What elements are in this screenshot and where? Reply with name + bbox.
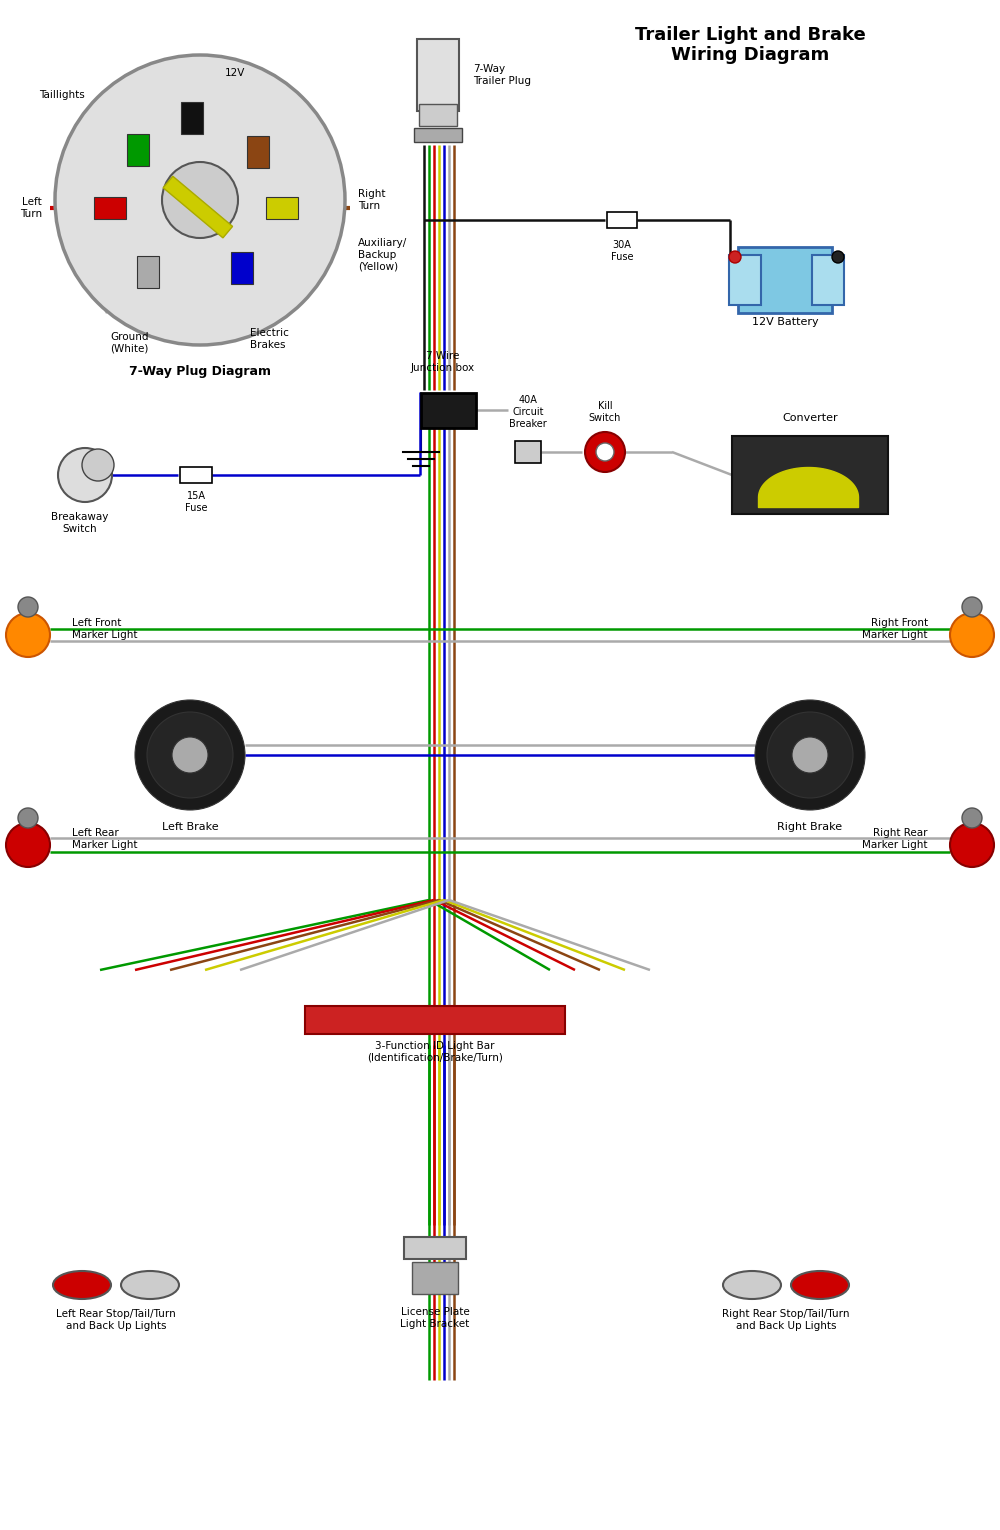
- Bar: [231, 252, 253, 285]
- Circle shape: [135, 701, 245, 809]
- Text: Taillights: Taillights: [39, 90, 85, 99]
- Text: Kill
Switch: Kill Switch: [589, 401, 621, 422]
- Bar: [812, 256, 844, 304]
- Text: Left
Turn: Left Turn: [20, 197, 42, 219]
- Bar: [738, 248, 832, 312]
- Circle shape: [596, 444, 614, 461]
- Text: 40A
Circuit
Breaker: 40A Circuit Breaker: [509, 395, 547, 428]
- Text: 15A
Fuse: 15A Fuse: [185, 491, 207, 513]
- Ellipse shape: [723, 1271, 781, 1299]
- Text: Electric
Brakes: Electric Brakes: [250, 327, 289, 349]
- Text: Converter: Converter: [782, 413, 838, 422]
- Bar: [404, 1236, 466, 1259]
- Bar: [127, 135, 149, 165]
- Ellipse shape: [791, 1271, 849, 1299]
- Text: Left Front
Marker Light: Left Front Marker Light: [72, 618, 138, 640]
- Circle shape: [585, 431, 625, 471]
- Bar: [305, 1007, 565, 1034]
- Text: Ground
(White): Ground (White): [110, 332, 148, 353]
- Bar: [412, 1262, 458, 1294]
- Ellipse shape: [53, 1271, 111, 1299]
- Circle shape: [832, 251, 844, 263]
- Circle shape: [6, 823, 50, 868]
- Text: 7-Way
Trailer Plug: 7-Way Trailer Plug: [473, 64, 531, 86]
- Bar: [417, 38, 459, 112]
- Text: Trailer Light and Brake
Wiring Diagram: Trailer Light and Brake Wiring Diagram: [635, 26, 865, 64]
- Circle shape: [172, 737, 208, 773]
- Circle shape: [147, 711, 233, 799]
- Ellipse shape: [121, 1271, 179, 1299]
- Bar: [137, 256, 159, 288]
- Bar: [180, 467, 212, 483]
- Text: 12V Battery: 12V Battery: [752, 317, 818, 327]
- Bar: [607, 213, 637, 228]
- Circle shape: [6, 614, 50, 656]
- Bar: [414, 129, 462, 142]
- Circle shape: [18, 597, 38, 617]
- Text: 30A
Fuse: 30A Fuse: [611, 240, 633, 262]
- Circle shape: [962, 808, 982, 828]
- Text: Right Rear Stop/Tail/Turn
and Back Up Lights: Right Rear Stop/Tail/Turn and Back Up Li…: [722, 1310, 850, 1331]
- Text: Left Rear
Marker Light: Left Rear Marker Light: [72, 828, 138, 849]
- Circle shape: [162, 162, 238, 239]
- Circle shape: [55, 55, 345, 344]
- Text: Right Brake: Right Brake: [777, 822, 843, 832]
- Text: Auxiliary/
Backup
(Yellow): Auxiliary/ Backup (Yellow): [358, 239, 407, 272]
- Circle shape: [962, 597, 982, 617]
- Circle shape: [82, 448, 114, 480]
- Bar: [266, 197, 298, 219]
- Text: Right Rear
Marker Light: Right Rear Marker Light: [862, 828, 928, 849]
- Circle shape: [18, 808, 38, 828]
- Circle shape: [767, 711, 853, 799]
- Bar: [181, 103, 203, 135]
- Bar: [247, 136, 269, 168]
- Text: Left Brake: Left Brake: [162, 822, 218, 832]
- Text: Right Front
Marker Light: Right Front Marker Light: [862, 618, 928, 640]
- Bar: [94, 197, 126, 219]
- Bar: [729, 256, 761, 304]
- Bar: [515, 441, 541, 464]
- Text: Breakaway
Switch: Breakaway Switch: [51, 513, 109, 534]
- Text: 12V: 12V: [225, 67, 245, 78]
- Text: 3-Function ID Light Bar
(Identification/Brake/Turn): 3-Function ID Light Bar (Identification/…: [367, 1042, 503, 1063]
- Circle shape: [755, 701, 865, 809]
- Bar: [419, 104, 457, 125]
- Text: Right
Turn: Right Turn: [358, 190, 386, 211]
- Bar: [732, 436, 888, 514]
- Text: 7-Way Plug Diagram: 7-Way Plug Diagram: [129, 366, 271, 378]
- Circle shape: [950, 614, 994, 656]
- Text: License Plate
Light Bracket: License Plate Light Bracket: [400, 1307, 470, 1328]
- Text: 7 Wire
Junction box: 7 Wire Junction box: [411, 352, 475, 373]
- Circle shape: [792, 737, 828, 773]
- FancyArrow shape: [163, 176, 233, 237]
- Bar: [420, 393, 476, 427]
- Circle shape: [58, 448, 112, 502]
- Text: Left Rear Stop/Tail/Turn
and Back Up Lights: Left Rear Stop/Tail/Turn and Back Up Lig…: [56, 1310, 176, 1331]
- Circle shape: [729, 251, 741, 263]
- Circle shape: [950, 823, 994, 868]
